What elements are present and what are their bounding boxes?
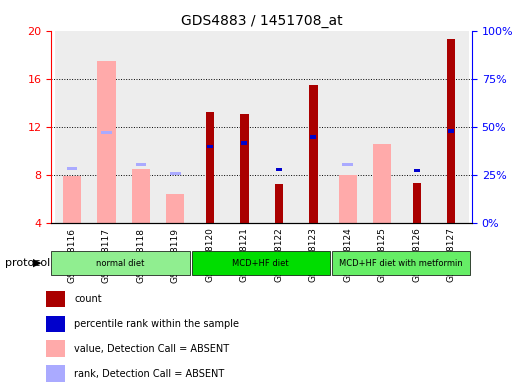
Text: MCD+HF diet: MCD+HF diet <box>232 258 289 268</box>
Bar <box>158 31 193 223</box>
Bar <box>447 39 456 223</box>
Bar <box>448 129 455 133</box>
Bar <box>309 85 318 223</box>
Bar <box>414 169 420 172</box>
Bar <box>373 144 391 223</box>
Text: count: count <box>74 294 102 304</box>
Bar <box>124 31 158 223</box>
Bar <box>135 163 146 166</box>
Bar <box>339 175 357 223</box>
Bar <box>240 114 249 223</box>
Text: percentile rank within the sample: percentile rank within the sample <box>74 319 239 329</box>
Bar <box>46 316 65 332</box>
Bar <box>276 167 282 171</box>
Bar <box>206 113 214 223</box>
Bar <box>89 31 124 223</box>
Bar <box>342 163 353 166</box>
Bar <box>101 131 112 134</box>
Text: normal diet: normal diet <box>96 258 145 268</box>
Bar <box>166 194 185 223</box>
Bar <box>63 176 81 223</box>
Bar <box>274 184 283 223</box>
Bar <box>207 145 213 148</box>
Bar <box>330 31 365 223</box>
Text: rank, Detection Call = ABSENT: rank, Detection Call = ABSENT <box>74 369 224 379</box>
Bar <box>227 31 262 223</box>
Bar <box>193 31 227 223</box>
Bar <box>67 167 77 170</box>
FancyBboxPatch shape <box>191 251 330 275</box>
Title: GDS4883 / 1451708_at: GDS4883 / 1451708_at <box>181 14 343 28</box>
Bar <box>46 341 65 357</box>
Bar <box>400 31 434 223</box>
Bar <box>55 31 89 223</box>
Bar <box>310 135 317 139</box>
Bar <box>365 31 400 223</box>
Bar <box>132 169 150 223</box>
Text: MCD+HF diet with metformin: MCD+HF diet with metformin <box>339 258 463 268</box>
Bar <box>412 183 421 223</box>
Text: protocol: protocol <box>5 258 50 268</box>
Bar <box>242 141 247 145</box>
Bar <box>46 291 65 307</box>
Bar <box>170 172 181 175</box>
Text: ▶: ▶ <box>33 258 42 268</box>
Text: value, Detection Call = ABSENT: value, Detection Call = ABSENT <box>74 344 229 354</box>
Bar <box>262 31 296 223</box>
Bar <box>296 31 330 223</box>
Bar <box>97 61 115 223</box>
Bar <box>46 365 65 382</box>
FancyBboxPatch shape <box>332 251 470 275</box>
Bar <box>434 31 468 223</box>
FancyBboxPatch shape <box>51 251 190 275</box>
